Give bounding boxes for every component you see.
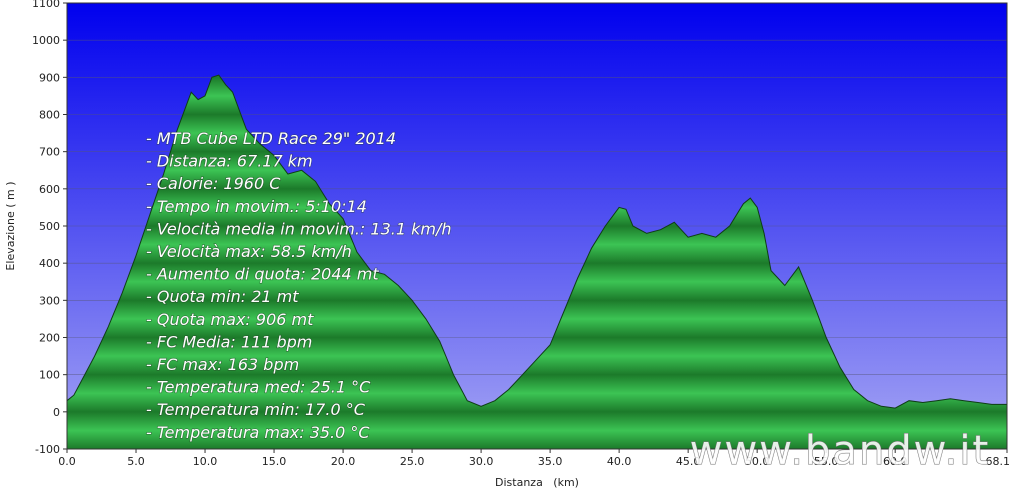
x-tick-label: 25.0 bbox=[400, 455, 425, 468]
ride-info-line: - Temperatura min: 17.0 °C bbox=[146, 400, 366, 419]
ride-info-line: - Velocità media in movim.: 13.1 km/h bbox=[146, 219, 451, 238]
x-tick-label: 35.0 bbox=[538, 455, 563, 468]
ride-info-line: - FC Media: 111 bpm bbox=[146, 332, 312, 351]
x-axis-ticks: 0.0 5.0 10.0 15.0 20.0 25.0 30.0 35.0 40.0 45.0 50… bbox=[58, 449, 1010, 468]
x-tick-label: 55.0 bbox=[814, 455, 839, 468]
x-tick-label: 20.0 bbox=[331, 455, 356, 468]
x-tick-label: 30.0 bbox=[469, 455, 494, 468]
x-tick-label: 0.0 bbox=[58, 455, 76, 468]
y-tick-label: 0 bbox=[53, 406, 60, 419]
y-tick-label: 1100 bbox=[32, 0, 60, 10]
y-tick-label: -100 bbox=[35, 443, 60, 456]
x-tick-label: 5.0 bbox=[127, 455, 145, 468]
ride-info-line: - Velocità max: 58.5 km/h bbox=[146, 242, 352, 261]
y-tick-label: 300 bbox=[39, 294, 60, 307]
x-axis-title: Distanza (km) bbox=[495, 476, 579, 489]
ride-info-line: - MTB Cube LTD Race 29" 2014 bbox=[146, 129, 396, 148]
x-tick-label: 45.0 bbox=[676, 455, 701, 468]
x-tick-label: 40.0 bbox=[607, 455, 632, 468]
ride-info-line: - Quota max: 906 mt bbox=[146, 310, 314, 329]
y-axis-title: Elevazione ( m ) bbox=[4, 181, 17, 270]
y-tick-label: 900 bbox=[39, 71, 60, 84]
ride-info-line: - Tempo in movim.: 5:10:14 bbox=[146, 197, 367, 216]
y-tick-label: 400 bbox=[39, 257, 60, 270]
y-tick-label: 200 bbox=[39, 332, 60, 345]
ride-info-line: - Aumento di quota: 2044 mt bbox=[146, 265, 379, 284]
elevation-outline bbox=[66, 74, 1007, 409]
ride-info-line: - Distanza: 67.17 km bbox=[146, 152, 313, 171]
x-tick-label: 60.0 bbox=[883, 455, 908, 468]
x-tick-label: 68.1 bbox=[986, 455, 1011, 468]
y-tick-label: 100 bbox=[39, 369, 60, 382]
x-tick-label: 50.0 bbox=[745, 455, 770, 468]
ride-info-line: - Temperatura med: 25.1 °C bbox=[146, 378, 371, 397]
ride-info-line: - FC max: 163 bpm bbox=[146, 355, 299, 374]
ride-info-box: - MTB Cube LTD Race 29" 2014 - Distanza: … bbox=[145, 128, 452, 442]
ride-info-line: - Temperatura max: 35.0 °C bbox=[146, 423, 370, 442]
y-tick-label: 700 bbox=[39, 146, 60, 159]
y-tick-label: 1000 bbox=[32, 34, 60, 47]
ride-info-line: - Calorie: 1960 C bbox=[146, 174, 281, 193]
x-tick-label: 10.0 bbox=[193, 455, 218, 468]
y-tick-label: 800 bbox=[39, 109, 60, 122]
y-tick-label: 600 bbox=[39, 183, 60, 196]
y-tick-label: 500 bbox=[39, 220, 60, 233]
watermark-text: www.bandw.it bbox=[690, 428, 990, 474]
x-tick-label: 15.0 bbox=[262, 455, 287, 468]
elevation-area bbox=[67, 75, 1007, 449]
ride-info-line: - Quota min: 21 mt bbox=[146, 287, 299, 306]
